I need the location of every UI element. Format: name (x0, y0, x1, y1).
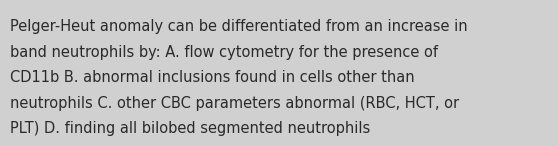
Text: CD11b B. abnormal inclusions found in cells other than: CD11b B. abnormal inclusions found in ce… (10, 70, 415, 85)
Text: neutrophils C. other CBC parameters abnormal (RBC, HCT, or: neutrophils C. other CBC parameters abno… (10, 96, 459, 111)
Text: PLT) D. finding all bilobed segmented neutrophils: PLT) D. finding all bilobed segmented ne… (10, 121, 371, 136)
Text: band neutrophils by: A. flow cytometry for the presence of: band neutrophils by: A. flow cytometry f… (10, 45, 438, 60)
Text: Pelger-Heut anomaly can be differentiated from an increase in: Pelger-Heut anomaly can be differentiate… (10, 19, 468, 34)
